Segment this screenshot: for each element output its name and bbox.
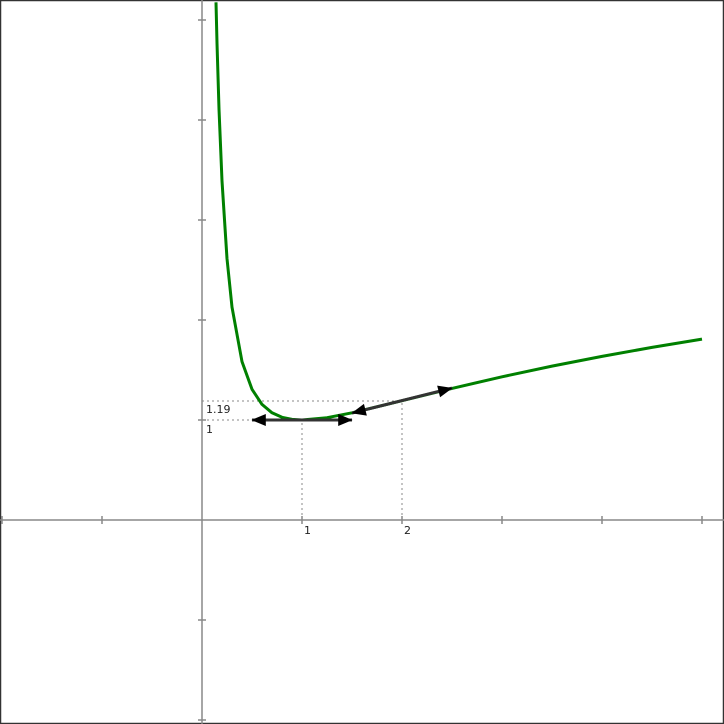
y-tick-label: 1.19	[206, 403, 231, 416]
x-tick-label: 2	[404, 524, 411, 537]
tangent-arrows	[251, 385, 453, 426]
tangent-arrow	[351, 385, 453, 416]
x-tick-label: 1	[304, 524, 311, 537]
y-tick-label: 1	[206, 423, 213, 436]
tick-labels: 1 2 1 1.19	[206, 403, 411, 537]
